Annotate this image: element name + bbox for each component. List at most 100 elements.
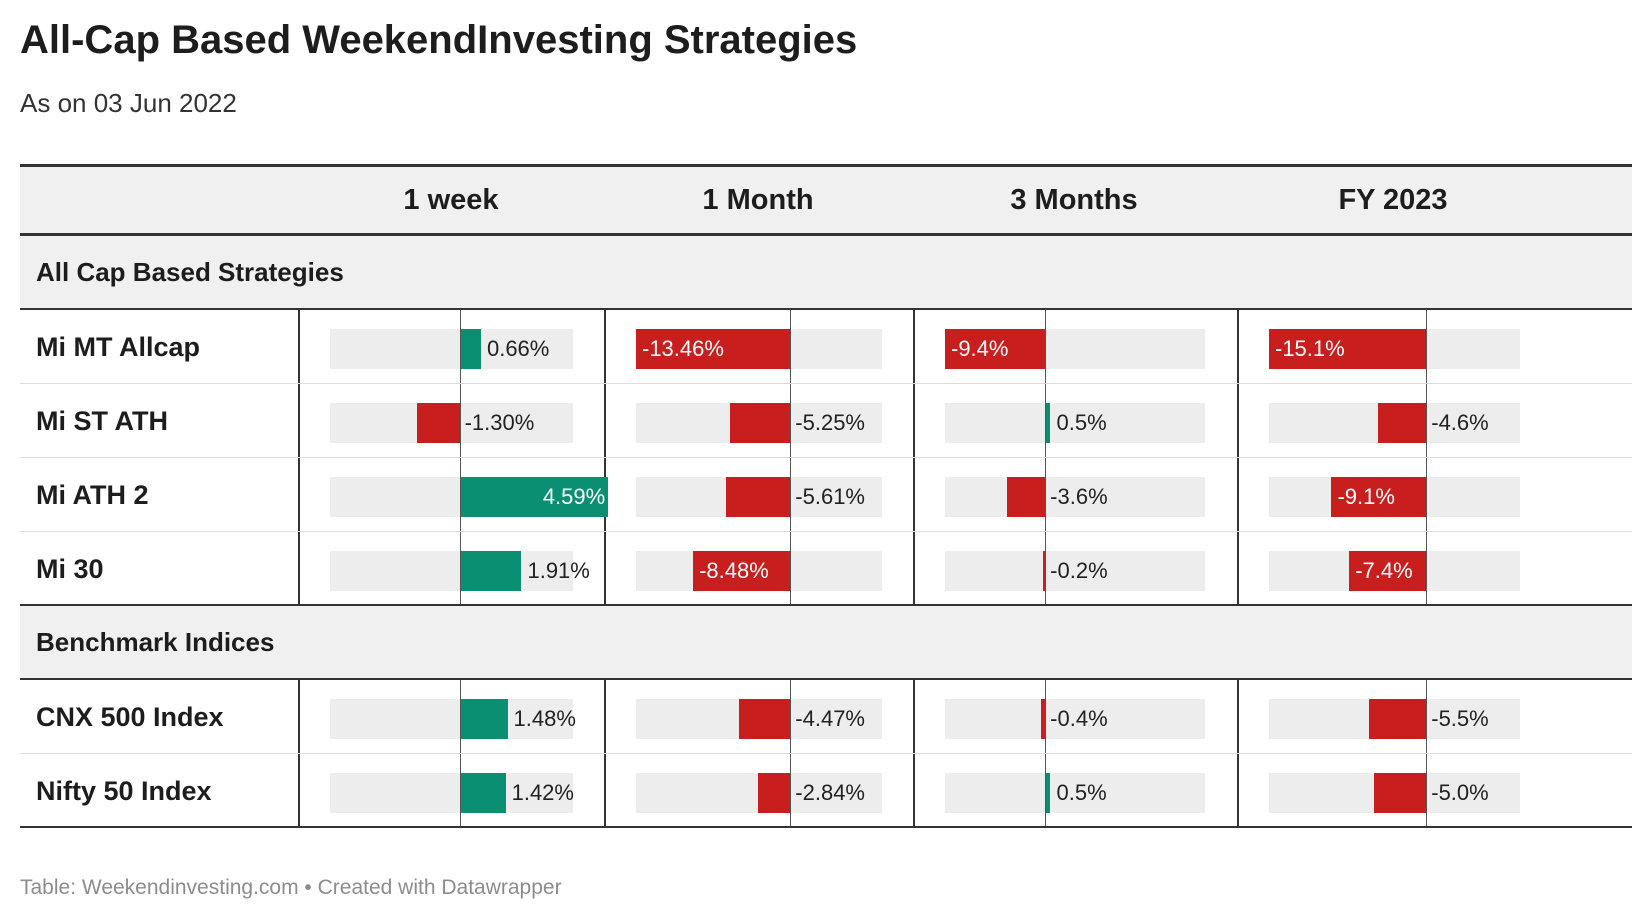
value-label: 1.91% [527,558,590,583]
row-label: Mi ST ATH [36,406,168,436]
value-label: 1.48% [513,706,576,731]
value-label: -1.30% [464,410,535,435]
row-label: Mi MT Allcap [36,332,201,362]
zero-axis [1045,680,1047,753]
negative-bar [1374,773,1427,813]
positive-bar [459,477,609,517]
zero-axis [790,310,792,383]
zero-axis [1426,680,1428,753]
zero-axis [1045,532,1047,604]
column-divider [1237,754,1239,826]
bar-track [945,403,1205,443]
zero-axis [459,458,461,531]
negative-bar [1331,477,1427,517]
negative-bar [417,403,460,443]
negative-bar [1349,551,1427,591]
header-row: 1 week 1 Month 3 Months FY 2023 [20,164,1632,236]
value-label: -13.46% [642,336,724,361]
column-header: FY 2023 [1338,184,1448,216]
zero-axis [459,680,461,753]
zero-axis [790,458,792,531]
column-divider [298,754,300,826]
column-divider [298,680,300,753]
column-divider [913,754,915,826]
table-row: Nifty 50 Index 1.42% -2.84% 0.5% -5.0% [20,754,1632,828]
column-divider [298,458,300,531]
zero-axis [459,754,461,826]
value-label: -5.25% [795,410,865,435]
bar-track [330,329,573,369]
table-row: Mi ST ATH -1.30% -5.25% 0.5% -4.6% [20,384,1632,458]
column-divider [298,532,300,604]
positive-bar [1045,403,1051,443]
zero-axis [790,532,792,604]
value-label: -7.4% [1355,558,1413,583]
column-header: 1 Month [702,184,814,216]
zero-axis [459,532,461,604]
value-label: -4.6% [1431,410,1489,435]
bar-track [945,477,1205,517]
column-divider [1237,532,1239,604]
row-label: CNX 500 Index [36,702,224,732]
column-divider [604,680,606,753]
value-label: -9.1% [1337,484,1395,509]
zero-axis [459,310,461,383]
negative-bar [1378,403,1427,443]
group-label: All Cap Based Strategies [36,257,344,287]
column-divider [913,458,915,531]
column-header: 3 Months [1010,184,1138,216]
row-label: Nifty 50 Index [36,776,212,806]
zero-axis [790,680,792,753]
bar-track [945,551,1205,591]
negative-bar [945,329,1046,369]
zero-axis [1426,754,1428,826]
zero-axis [790,384,792,457]
value-label: -0.4% [1050,706,1108,731]
value-label: 0.5% [1056,410,1107,435]
positive-bar [1045,773,1051,813]
column-divider [298,310,300,383]
column-divider [1237,458,1239,531]
value-label: -4.47% [795,706,865,731]
positive-bar [459,699,508,739]
zero-axis [1426,532,1428,604]
table-row: Mi ATH 2 4.59% -5.61% -3.6% -9.1% [20,458,1632,532]
positive-bar [459,329,481,369]
table-row: CNX 500 Index 1.48% -4.47% -0.4% -5.5% [20,680,1632,754]
positive-bar [459,773,506,813]
column-divider [604,532,606,604]
positive-bar [459,551,522,591]
column-header: 1 week [403,184,499,216]
zero-axis [1045,754,1047,826]
zero-axis [1045,310,1047,383]
zero-axis [790,754,792,826]
column-divider [298,384,300,457]
chart-subtitle: As on 03 Jun 2022 [20,88,237,118]
column-divider [604,310,606,383]
zero-axis [1426,310,1428,383]
zero-axis [1426,458,1428,531]
table-row: Mi MT Allcap 0.66% -13.46% -9.4% -15.1% [20,310,1632,384]
group-label: Benchmark Indices [36,627,275,657]
negative-bar [1269,329,1427,369]
column-divider [1237,680,1239,753]
bar-track [945,699,1205,739]
column-divider [604,754,606,826]
column-divider [913,384,915,457]
negative-bar [1006,477,1046,517]
chart-title: All-Cap Based WeekendInvesting Strategie… [20,18,858,62]
row-label: Mi 30 [36,554,104,584]
group-header: Benchmark Indices [20,606,1632,680]
value-label: -5.61% [795,484,865,509]
value-label: 1.42% [511,780,574,805]
bar-track [330,699,573,739]
value-label: 0.66% [486,336,550,361]
source-footer: Table: Weekendinvesting.com • Created wi… [20,876,562,899]
column-divider [1237,310,1239,383]
value-label: -5.0% [1431,780,1489,805]
zero-axis [459,384,461,457]
group-header: All Cap Based Strategies [20,236,1632,310]
value-label: -0.2% [1050,558,1108,583]
negative-bar [1043,551,1046,591]
negative-bar [1040,699,1046,739]
